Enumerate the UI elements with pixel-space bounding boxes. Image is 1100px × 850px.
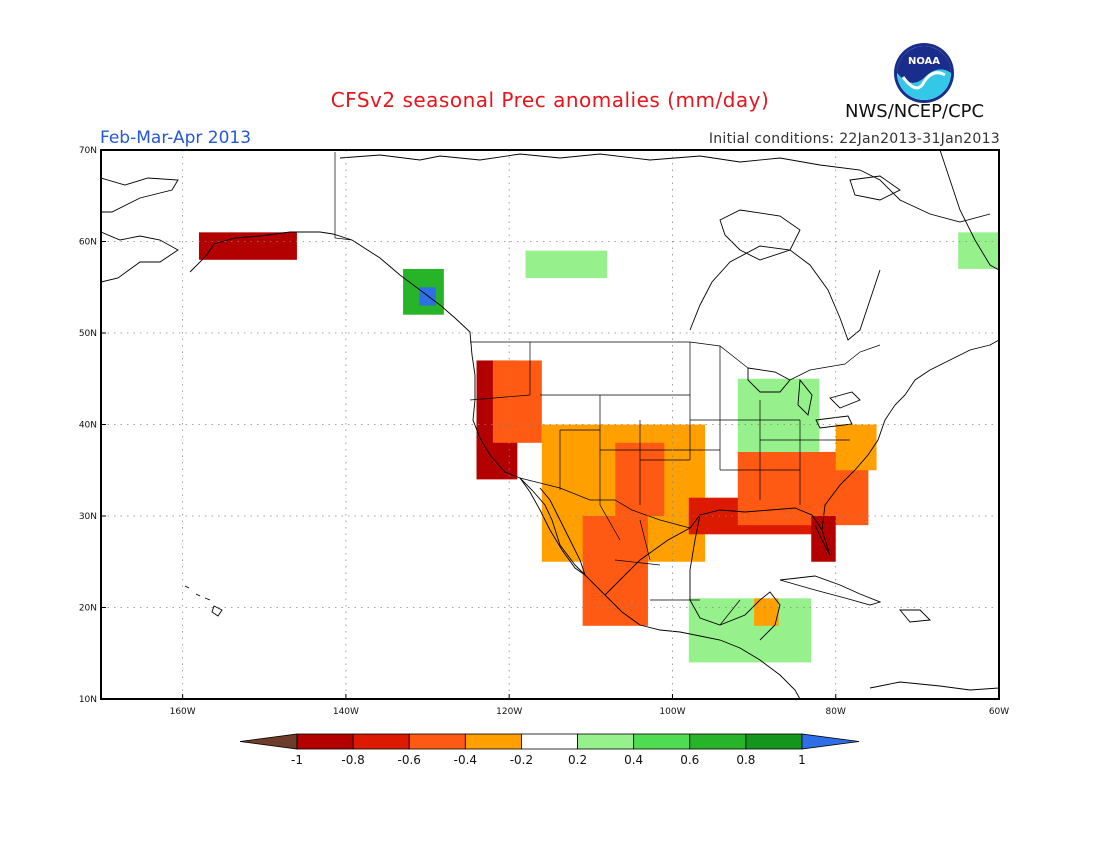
- axis-labels: 70N 60N 50N 40N 30N 20N 10N 160W 140W 120W 100W 80W…: [79, 146, 1009, 717]
- lat-label: 40N: [79, 421, 97, 431]
- coastlines: [101, 150, 999, 699]
- colorbar-box: [408, 733, 466, 750]
- arctic-islands-coast: [339, 153, 991, 261]
- colorbar-tick-label: -0.4: [454, 753, 477, 767]
- lon-label: 80W: [826, 707, 846, 717]
- lat-label: 20N: [79, 604, 97, 614]
- chart-title: CFSv2 seasonal Prec anomalies (mm/day): [330, 88, 770, 112]
- graticule: [101, 150, 999, 699]
- colorbar-min-arrow: [239, 733, 298, 750]
- colorbar-box: [464, 733, 522, 750]
- anomaly-fields: [198, 232, 999, 663]
- anomaly-region-2: [492, 360, 542, 443]
- greenland-coast: [939, 150, 999, 271]
- colorbar-box: [745, 733, 803, 750]
- anomaly-region-13: [525, 250, 608, 279]
- great-lakes: [747, 367, 861, 429]
- lat-label: 30N: [79, 512, 97, 522]
- lon-label: 100W: [659, 707, 685, 717]
- colorbar-box: [296, 733, 354, 750]
- forecast-period: Feb-Mar-Apr 2013: [100, 128, 252, 148]
- colorbar-max-arrow: [801, 733, 860, 750]
- lat-label: 50N: [79, 329, 97, 339]
- alaska-coast: [101, 177, 353, 283]
- pacific-coast: [351, 239, 801, 699]
- gulf-coast: [604, 507, 831, 641]
- mexico-state-borders: [599, 504, 741, 626]
- baja-coast: [519, 477, 586, 577]
- colorbar-tick-label: 0.4: [624, 753, 643, 767]
- lon-label: 120W: [496, 707, 522, 717]
- colorbar-box: [633, 733, 691, 750]
- lon-label: 140W: [333, 707, 359, 717]
- anomaly-region-10: [198, 232, 297, 260]
- colorbar-box: [521, 733, 578, 750]
- hudson-bay-coast: [689, 245, 881, 341]
- anomaly-region-12: [419, 287, 436, 306]
- noaa-logo-text: NOAA: [908, 56, 940, 67]
- lon-label: 160W: [170, 707, 196, 717]
- colorbar-box: [689, 733, 747, 750]
- lat-label: 60N: [79, 238, 97, 248]
- anomaly-region-16: [754, 598, 779, 626]
- political-borders: [334, 152, 881, 626]
- colorbar-tick-label: 0.6: [680, 753, 699, 767]
- colorbar-tick-label: -0.8: [341, 753, 364, 767]
- colorbar-tick-label: -0.2: [510, 753, 533, 767]
- colorbar-tick-label: -1: [291, 753, 303, 767]
- anomaly-region-14: [737, 378, 820, 452]
- colorbar-tick-label: 1: [798, 753, 806, 767]
- lon-label: 60W: [989, 707, 1009, 717]
- anomaly-region-15: [688, 598, 812, 663]
- lat-label: 70N: [79, 146, 97, 156]
- atlantic-coast: [821, 339, 999, 531]
- anomaly-region-9: [835, 424, 877, 471]
- colorbar-tick-label: 0.8: [736, 753, 755, 767]
- us-canada-border: [470, 341, 881, 381]
- colorbar: -1 -0.8 -0.6 -0.4 -0.2 0.2 0.4 0.6 0.8 1: [239, 733, 860, 767]
- lat-label: 10N: [79, 695, 97, 705]
- hawaii-islands: [184, 585, 223, 617]
- colorbar-box: [577, 733, 635, 750]
- alaska-canada-border: [334, 152, 353, 241]
- noaa-logo: NOAA: [894, 43, 954, 103]
- colorbar-tick-label: 0.2: [568, 753, 587, 767]
- anomaly-region-8: [811, 516, 836, 562]
- anomaly-region-17: [958, 232, 999, 269]
- caribbean-islands: [779, 575, 999, 691]
- initial-conditions: Initial conditions: 22Jan2013-31Jan2013: [708, 131, 1000, 147]
- colorbar-tick-label: -0.6: [398, 753, 421, 767]
- agency-label: NWS/NCEP/CPC: [845, 101, 985, 122]
- colorbar-box: [352, 733, 410, 750]
- us-state-borders: [469, 342, 850, 505]
